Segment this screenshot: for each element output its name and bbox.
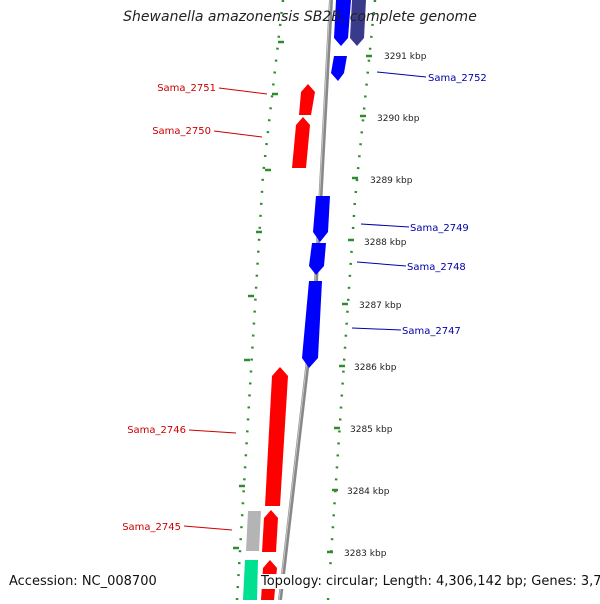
topology-text: Topology: circular; Length: 4,306,142 bp… <box>261 574 600 589</box>
gene-arrow-sama-2745[interactable] <box>262 510 278 552</box>
gene-labels: Sama_2752 Sama_2749 Sama_2748 Sama_2747 … <box>122 73 487 533</box>
gene-label-sama-2745[interactable]: Sama_2745 <box>122 522 181 533</box>
gene-arrow-top-2[interactable] <box>334 0 351 46</box>
accession-text: Accession: NC_008700 <box>9 574 157 589</box>
gene-label-sama-2752[interactable]: Sama_2752 <box>428 73 487 84</box>
gene-label-sama-2750[interactable]: Sama_2750 <box>152 126 211 137</box>
scale-tick-label: 3288 kbp <box>364 238 407 248</box>
track-major-ticks <box>233 40 372 554</box>
scale-tick-label: 3285 kbp <box>350 425 393 435</box>
gene-arrow-sama-2748[interactable] <box>309 243 326 275</box>
gene-block-grey[interactable] <box>246 511 261 551</box>
reverse-strand-genes <box>302 0 366 368</box>
gene-arrow-sama-2752[interactable] <box>331 56 347 81</box>
gene-block-green[interactable] <box>243 560 258 600</box>
scale-labels: 3291 kbp 3290 kbp 3289 kbp 3288 kbp 3287… <box>344 52 427 559</box>
scale-tick-label: 3283 kbp <box>344 549 387 559</box>
gene-arrow-top[interactable] <box>350 0 366 46</box>
gene-label-sama-2751[interactable]: Sama_2751 <box>157 83 216 94</box>
gene-arrow-sama-2749[interactable] <box>313 196 330 242</box>
gene-label-sama-2749[interactable]: Sama_2749 <box>410 223 469 234</box>
gene-arrow-sama-2747[interactable] <box>302 281 322 368</box>
label-leader-lines <box>183 71 427 531</box>
outer-dotted-track <box>235 0 285 601</box>
gene-label-sama-2747[interactable]: Sama_2747 <box>402 326 461 337</box>
scale-tick-label: 3284 kbp <box>347 487 390 497</box>
inner-dotted-track <box>326 0 377 601</box>
gene-arrow-sama-2750[interactable] <box>292 117 310 168</box>
scale-tick-label: 3290 kbp <box>377 114 420 124</box>
scale-tick-label: 3286 kbp <box>354 363 397 373</box>
scale-tick-label: 3291 kbp <box>384 52 427 62</box>
gene-arrow-sama-2746[interactable] <box>265 367 288 506</box>
scale-tick-label: 3289 kbp <box>370 176 413 186</box>
gene-label-sama-2748[interactable]: Sama_2748 <box>407 262 466 273</box>
gene-label-sama-2746[interactable]: Sama_2746 <box>127 425 186 436</box>
scale-tick-label: 3287 kbp <box>359 301 402 311</box>
genome-title: Shewanella amazonensis SB2B, complete ge… <box>123 9 477 25</box>
gene-arrow-sama-2751[interactable] <box>299 84 315 115</box>
forward-strand-genes <box>261 84 315 600</box>
